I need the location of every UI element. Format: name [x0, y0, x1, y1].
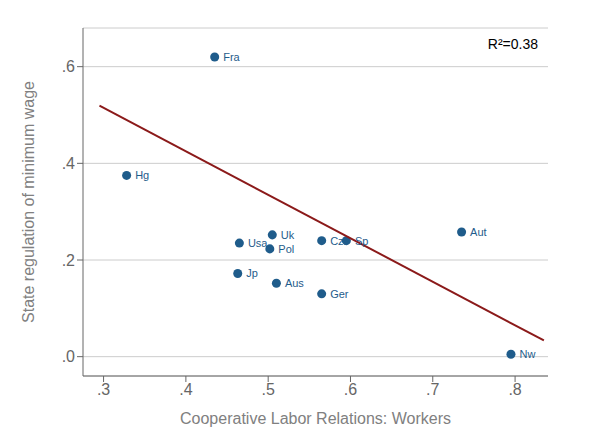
svg-text:Fra: Fra [223, 51, 240, 63]
svg-text:Cooperative Labor Relations: W: Cooperative Labor Relations: Workers [180, 410, 451, 427]
svg-text:Hg: Hg [135, 169, 149, 181]
svg-text:.5: .5 [262, 381, 275, 398]
svg-text:.6: .6 [344, 381, 357, 398]
svg-text:Aut: Aut [470, 226, 487, 238]
svg-text:.7: .7 [426, 381, 439, 398]
svg-text:.4: .4 [62, 155, 75, 172]
svg-text:.0: .0 [62, 348, 75, 365]
svg-text:Uk: Uk [281, 229, 295, 241]
svg-text:Czr: Czr [330, 235, 347, 247]
svg-text:.3: .3 [97, 381, 110, 398]
svg-text:Ger: Ger [330, 288, 349, 300]
svg-text:State regulation of minimum wa: State regulation of minimum wage [20, 81, 37, 323]
svg-text:Sp: Sp [355, 235, 368, 247]
svg-text:.4: .4 [179, 381, 192, 398]
svg-text:Jp: Jp [246, 267, 258, 279]
svg-text:.2: .2 [62, 252, 75, 269]
svg-text:.8: .8 [508, 381, 521, 398]
svg-text:Pol: Pol [278, 243, 294, 255]
svg-text:Aus: Aus [285, 277, 304, 289]
svg-text:Nw: Nw [519, 348, 535, 360]
svg-text:Usa: Usa [248, 237, 268, 249]
svg-text:.6: .6 [62, 58, 75, 75]
html-text:R²=0.38: R²=0.38 [487, 36, 538, 52]
